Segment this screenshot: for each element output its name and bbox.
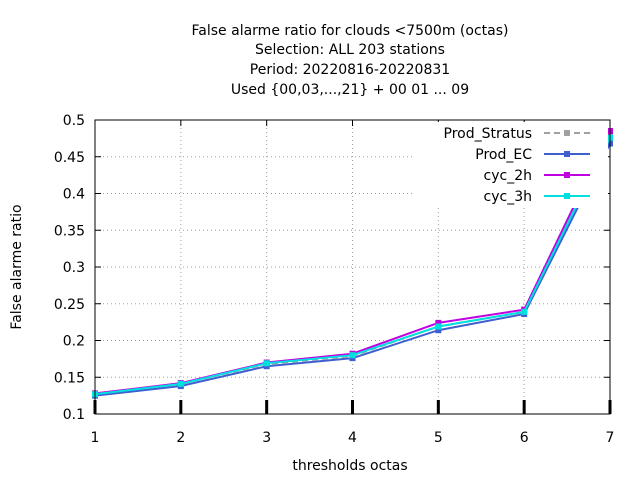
legend-background	[415, 122, 608, 208]
y-tick-label: 0.1	[63, 407, 85, 423]
chart-title-line-3: Period: 20220816-20220831	[250, 62, 450, 78]
data-point	[177, 380, 184, 387]
legend-marker	[564, 193, 570, 199]
x-tick-label: 7	[606, 430, 615, 446]
legend: Prod_Stratus Prod_EC cyc_2h cyc_3h	[415, 122, 608, 208]
y-tick-label: 0.35	[54, 223, 85, 239]
y-tick-label: 0.15	[54, 370, 85, 386]
y-tick-label: 0.5	[63, 113, 85, 129]
legend-marker	[564, 172, 570, 178]
y-tick-label: 0.2	[63, 334, 85, 350]
y-tick-label: 0.25	[54, 297, 85, 313]
x-tick-label: 2	[176, 430, 185, 446]
data-point	[435, 319, 442, 326]
x-tick-label: 5	[434, 430, 443, 446]
x-tick-label: 4	[348, 430, 357, 446]
chart-title-line-4: Used {00,03,...,21} + 00 01 ... 09	[231, 82, 469, 98]
legend-label: Prod_Stratus	[444, 126, 532, 142]
chart-title-line-2: Selection: ALL 203 stations	[255, 42, 445, 58]
x-tick-label: 1	[91, 430, 100, 446]
legend-label: Prod_EC	[475, 147, 532, 163]
data-point	[521, 308, 528, 315]
data-point	[349, 352, 356, 359]
data-point	[263, 360, 270, 367]
data-point	[435, 327, 442, 334]
y-tick-label: 0.4	[63, 187, 85, 203]
series-lines	[92, 128, 613, 399]
y-tick-label: 0.3	[63, 260, 85, 276]
y-tick-label: 0.45	[54, 150, 85, 166]
legend-label: cyc_3h	[484, 189, 532, 205]
x-tick-label: 3	[262, 430, 271, 446]
x-axis-label: thresholds octas	[292, 458, 407, 474]
chart-title: False alarme ratio for clouds <7500m (oc…	[192, 23, 509, 98]
plot-frame	[94, 119, 611, 415]
legend-marker	[564, 130, 570, 136]
x-tick-label: 6	[520, 430, 529, 446]
data-point	[435, 323, 442, 330]
y-axis-label: False alarme ratio	[9, 204, 25, 329]
axis-ticks: 0.1 0.15 0.2 0.25 0.3 0.35 0.4 0.45 0.5 1 2 3 4 5 6 7	[54, 113, 615, 446]
legend-marker	[564, 151, 570, 157]
legend-label: cyc_2h	[484, 168, 532, 184]
chart-title-line-1: False alarme ratio for clouds <7500m (oc…	[192, 23, 509, 39]
